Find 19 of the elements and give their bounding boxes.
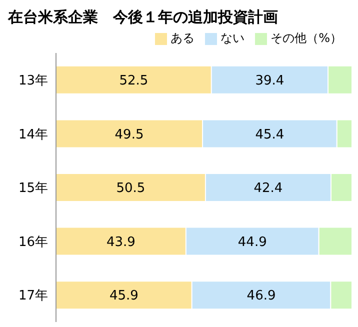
- legend-label: ある: [170, 31, 195, 45]
- data-label: 49.5: [114, 127, 144, 142]
- data-label: 50.5: [116, 181, 146, 196]
- data-label: 43.9: [106, 234, 136, 250]
- chart-title: 在台米系企業 今後１年の追加投資計画: [8, 8, 279, 28]
- legend-label: ない: [220, 31, 245, 45]
- y-tick-label: 15年: [18, 181, 48, 196]
- data-label: 45.9: [109, 288, 138, 304]
- y-tick-label: 14年: [18, 127, 48, 142]
- data-label: 52.5: [119, 74, 148, 89]
- data-label: 39.4: [255, 74, 284, 89]
- data-label: 46.9: [246, 288, 276, 304]
- data-label: 44.9: [238, 234, 267, 250]
- y-tick-label: 13年: [18, 74, 48, 89]
- data-label: 42.4: [254, 181, 283, 196]
- y-tick-label: 16年: [18, 234, 48, 250]
- y-tick-label: 17年: [18, 288, 48, 304]
- legend-label: その他（%）: [270, 31, 342, 45]
- data-label: 45.4: [255, 127, 284, 142]
